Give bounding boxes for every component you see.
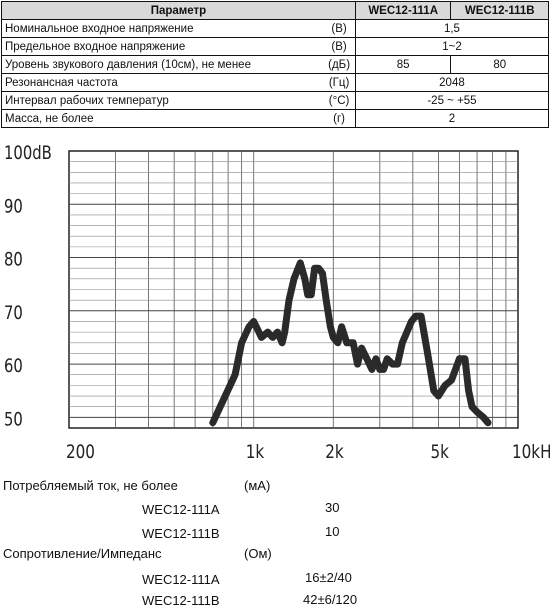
spec-table-header: Параметр WEC12-111A WEC12-111B (1, 1, 549, 20)
param-unit: (°C) (323, 91, 356, 110)
spec-table: Параметр WEC12-111A WEC12-111B Номинальн… (1, 1, 550, 128)
y-tick-label: 80 (4, 249, 23, 271)
impedance-unit: (Ом) (244, 546, 272, 561)
header-model-b: WEC12-111B (450, 1, 549, 20)
impedance-a-value: 16±2/40 (305, 570, 352, 585)
param-unit: (г) (323, 109, 356, 128)
current-unit: (мА) (244, 478, 271, 493)
table-row: Предельное входное напряжение (В) 1~2 (1, 37, 550, 56)
current-b-value: 10 (325, 524, 340, 539)
current-label: Потребляемый ток, не более (3, 478, 178, 493)
y-tick-label: 50 (4, 409, 23, 431)
x-tick-label: 2k (325, 441, 343, 463)
param-name: Предельное входное напряжение (1, 37, 324, 56)
y-tick-label: 100dB (4, 143, 52, 165)
param-name: Уровень звукового давления (10см), не ме… (1, 55, 324, 74)
response-curve (209, 259, 492, 427)
current-a-model: WEC12-111A (142, 502, 220, 517)
param-value-a: 85 (354, 55, 452, 74)
param-unit: (дБ) (323, 55, 356, 74)
y-tick-label: 70 (4, 302, 23, 324)
param-value: 2048 (354, 73, 550, 92)
param-name: Масса, не более (1, 109, 324, 128)
current-b-model: WEC12-111B (142, 526, 220, 541)
table-row: Резонансная частота (Гц) 2048 (1, 73, 550, 92)
param-unit: (В) (323, 37, 356, 56)
x-tick-label: 10kHz (512, 441, 550, 463)
x-tick-label: 200 (66, 441, 95, 463)
y-tick-label: 60 (4, 355, 23, 377)
impedance-b-value: 42±6/120 (303, 592, 358, 607)
frequency-response-chart: 100dB 90 80 70 60 50 200 1k 2k 5k 10kHz (4, 143, 550, 464)
table-row: Интервал рабочих температур (°C) -25 ~ +… (1, 91, 550, 110)
y-tick-label: 90 (4, 196, 23, 218)
x-tick-label: 1k (246, 441, 264, 463)
header-parameter: Параметр (1, 1, 356, 20)
param-value: -25 ~ +55 (354, 91, 550, 110)
param-name: Резонансная частота (1, 73, 324, 92)
table-row: Уровень звукового давления (10см), не ме… (1, 55, 549, 74)
param-name: Номинальное входное напряжение (1, 19, 324, 38)
chart-series (209, 259, 492, 427)
param-name: Интервал рабочих температур (1, 91, 324, 110)
impedance-b-model: WEC12-111B (142, 593, 220, 608)
param-value: 1,5 (354, 19, 550, 38)
header-model-a: WEC12-111A (354, 1, 452, 20)
impedance-label: Сопротивление/Импеданс (3, 546, 162, 561)
param-value: 2 (354, 109, 550, 128)
table-row: Номинальное входное напряжение (В) 1,5 (1, 19, 550, 38)
x-tick-label: 5k (430, 441, 448, 463)
table-row: Масса, не более (г) 2 (1, 109, 550, 128)
chart-grid (68, 150, 519, 429)
param-value: 1~2 (354, 37, 550, 56)
param-unit: (Гц) (323, 73, 356, 92)
impedance-a-model: WEC12-111A (142, 572, 220, 587)
current-a-value: 30 (325, 500, 340, 515)
param-unit: (В) (323, 19, 356, 38)
chart-tick-labels: 100dB 90 80 70 60 50 200 1k 2k 5k 10kHz (4, 143, 550, 464)
param-value-b: 80 (450, 55, 549, 74)
